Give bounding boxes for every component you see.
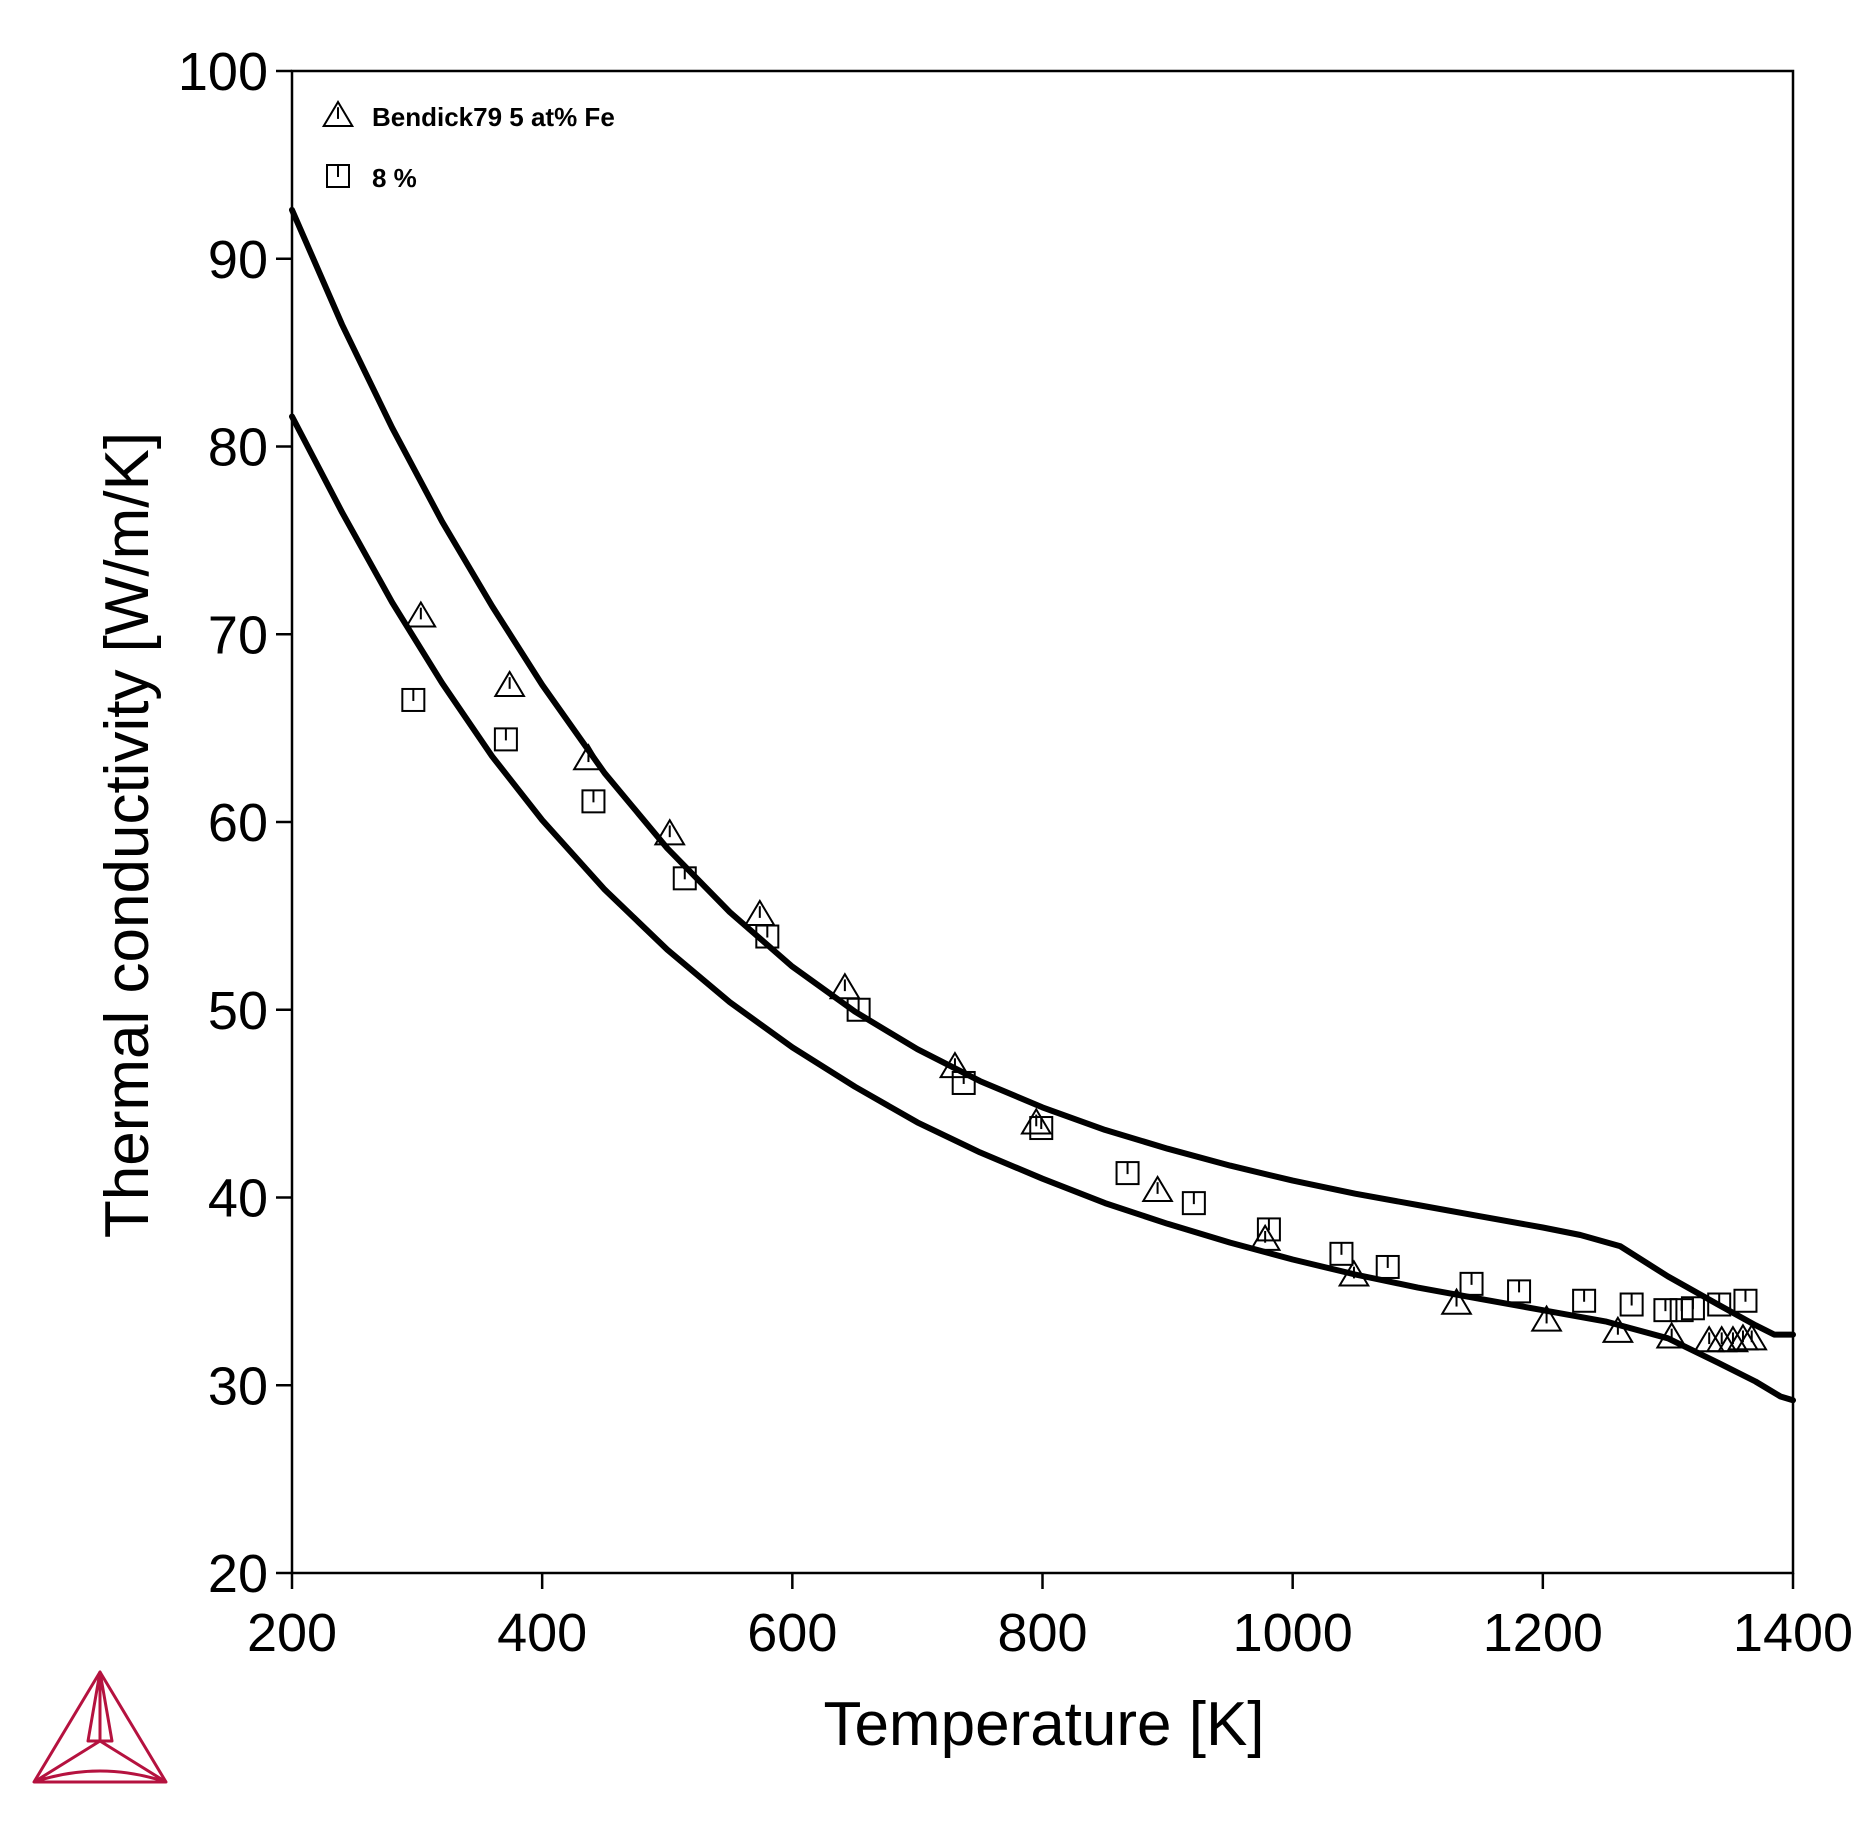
triangle-outline <box>1141 1175 1174 1203</box>
square-data-point <box>1029 1116 1054 1141</box>
triangle-outline <box>493 669 526 697</box>
x-tick-label: 1000 <box>1233 1603 1353 1663</box>
square-data-point <box>1733 1288 1758 1313</box>
y-tick-label: 80 <box>208 418 268 478</box>
x-tick-label: 800 <box>997 1603 1087 1663</box>
x-axis-title: Temperature [K] <box>823 1690 1264 1759</box>
square-data-point <box>1619 1292 1644 1317</box>
triangle-outline <box>828 972 861 1000</box>
square-data-point <box>672 866 697 891</box>
legend-label-bendick79: Bendick79 5 at% Fe <box>372 102 615 132</box>
triangle-outline <box>653 818 686 846</box>
triangle-outline <box>1601 1315 1634 1343</box>
triangle-outline <box>1716 1325 1750 1353</box>
model-curve-upper <box>289 206 1796 1338</box>
triangle-outline <box>1440 1287 1473 1315</box>
square-data-point <box>1181 1191 1206 1216</box>
triangle-outline <box>321 100 355 128</box>
y-tick-label: 60 <box>208 793 268 853</box>
square-data-point <box>951 1070 976 1095</box>
triangle-data-point <box>1735 1323 1768 1351</box>
logo-inner-lines <box>33 1672 167 1784</box>
triangle-data-point <box>404 600 437 628</box>
x-tick-label: 400 <box>497 1603 587 1663</box>
square-data-point <box>846 997 871 1022</box>
triangle-outline <box>938 1051 971 1079</box>
triangle-outline <box>1735 1323 1768 1351</box>
model-curve-lower <box>289 413 1796 1404</box>
triangle-data-point <box>572 743 605 771</box>
square-data-point <box>1707 1292 1732 1317</box>
square-data-point <box>1507 1279 1532 1304</box>
legend-triangle-glyph <box>321 100 355 128</box>
square-data-point <box>755 924 780 949</box>
square-data-point <box>581 789 606 814</box>
legend-label-8-percent: 8 % <box>372 163 417 193</box>
y-tick-label: 70 <box>208 605 268 665</box>
triangle-outline <box>1020 1107 1053 1135</box>
square-data-point <box>1329 1241 1354 1266</box>
square-data-point <box>1572 1288 1597 1313</box>
x-tick-label: 600 <box>747 1603 837 1663</box>
square-data-point <box>1375 1254 1400 1279</box>
thermo-calc-logo-icon <box>32 1670 168 1784</box>
model-curves <box>289 206 1796 1404</box>
y-tick-label: 90 <box>208 230 268 290</box>
square-data-point <box>493 727 518 752</box>
square-data-point <box>1653 1298 1678 1323</box>
triangle-data-point <box>938 1051 971 1079</box>
legend: Bendick79 5 at% Fe 8 % <box>321 100 615 193</box>
triangle-data-point <box>1337 1259 1371 1287</box>
triangle-data-point <box>653 818 686 846</box>
logo-outer-triangle <box>32 1670 168 1784</box>
triangle-outline <box>1530 1304 1563 1332</box>
triangle-data-point <box>1530 1304 1563 1332</box>
legend-square-marker <box>326 164 350 188</box>
data-markers <box>401 600 1768 1353</box>
y-tick-label: 40 <box>208 1169 268 1229</box>
y-tick-label: 50 <box>208 981 268 1041</box>
triangle-data-point <box>493 669 526 697</box>
legend-triangle-marker <box>321 100 355 128</box>
y-tick-label: 20 <box>208 1544 268 1604</box>
square-data-point <box>1459 1271 1484 1296</box>
legend-square-glyph <box>326 164 350 188</box>
triangle-data-point <box>828 972 861 1000</box>
square-data-point <box>1680 1296 1705 1321</box>
triangle-outline <box>1337 1259 1371 1287</box>
y-axis-title: Thermal conductivity [W/m/K] <box>93 432 162 1238</box>
triangle-data-point <box>1655 1321 1688 1349</box>
triangle-data-point <box>1601 1315 1634 1343</box>
triangle-outline <box>1655 1321 1688 1349</box>
x-tick-label: 200 <box>247 1603 337 1663</box>
triangle-outline <box>572 743 605 771</box>
square-data-point <box>1115 1161 1140 1186</box>
triangle-outline <box>404 600 437 628</box>
x-tick-label: 1200 <box>1483 1603 1603 1663</box>
y-tick-label: 100 <box>178 42 268 102</box>
y-tick-label: 30 <box>208 1356 268 1416</box>
triangle-data-point <box>1141 1175 1174 1203</box>
axes: 200 400 600 800 1000 1200 1400 20 30 40 50 60 70 80 90… <box>178 42 1853 1663</box>
square-data-point <box>401 687 426 712</box>
square-data-point <box>1256 1217 1281 1242</box>
triangle-data-point <box>1440 1287 1473 1315</box>
x-tick-label: 1400 <box>1733 1603 1853 1663</box>
